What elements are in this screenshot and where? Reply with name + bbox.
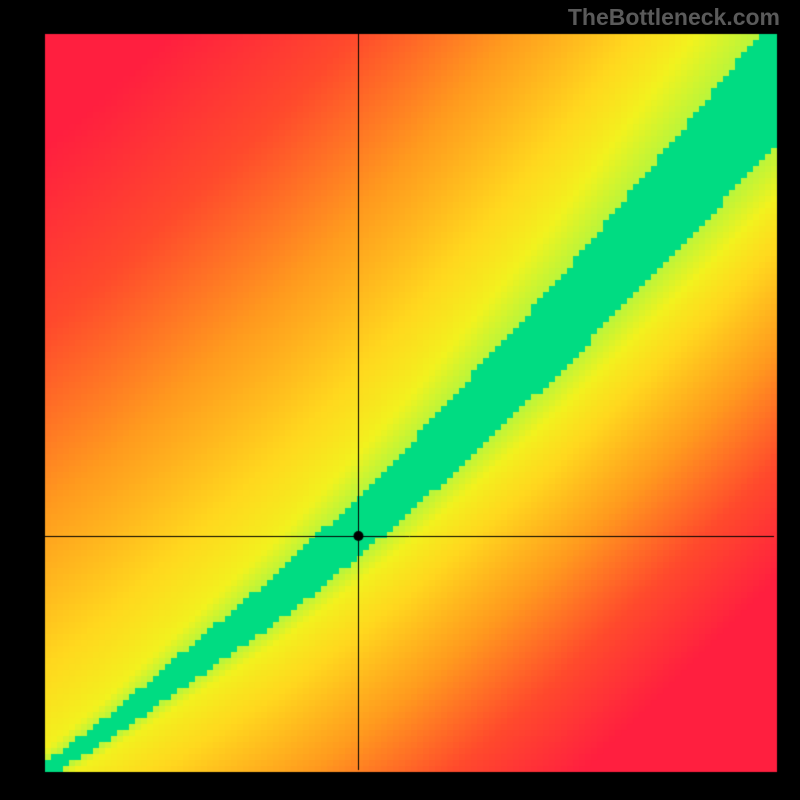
watermark-label: TheBottleneck.com xyxy=(568,4,780,31)
bottleneck-heatmap-card: TheBottleneck.com xyxy=(0,0,800,800)
bottleneck-heatmap xyxy=(0,0,800,800)
